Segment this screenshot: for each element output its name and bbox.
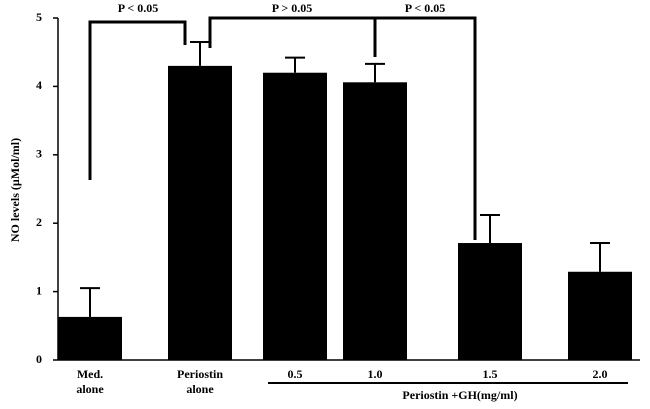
- error-bar: [190, 40, 210, 66]
- bracket: [373, 16, 477, 240]
- annotation: P < 0.05: [405, 1, 446, 15]
- error-bar: [285, 56, 305, 73]
- x-tick-label: 1.0: [368, 367, 383, 381]
- x-tick-line: Med.: [77, 367, 103, 381]
- bar: [458, 243, 522, 360]
- x-tick-label: 0.5: [288, 367, 303, 381]
- error-bar: [480, 213, 500, 244]
- bracket: [88, 20, 187, 180]
- x-tick-label: Periostin alone: [177, 367, 223, 396]
- bracket: [208, 16, 377, 57]
- y-tick-label: 1: [36, 283, 42, 297]
- x-tick-label: Med. alone: [76, 367, 104, 396]
- y-tick-label: 3: [36, 147, 42, 161]
- group-label: Periostin +GH(mg/ml): [402, 388, 517, 402]
- error-bar: [590, 242, 610, 272]
- annotation: P < 0.05: [118, 1, 159, 15]
- y-tick-label: 4: [36, 78, 42, 92]
- x-tick-line: alone: [76, 382, 104, 396]
- y-tick-label: 5: [36, 10, 42, 24]
- bar: [168, 65, 232, 360]
- x-tick-label: 2.0: [593, 367, 608, 381]
- x-tick-line: alone: [186, 382, 214, 396]
- annotation: P > 0.05: [272, 1, 313, 15]
- bar: [568, 271, 632, 360]
- error-bar: [80, 287, 100, 317]
- y-tick-label: 0: [36, 352, 42, 366]
- bar: [263, 72, 327, 360]
- bar: [343, 82, 407, 361]
- bar: [58, 316, 122, 360]
- y-tick-label: 2: [36, 215, 42, 229]
- y-axis-label: NO levels (µMol/ml): [8, 138, 22, 242]
- x-tick-line: Periostin: [177, 367, 223, 381]
- x-tick-label: 1.5: [483, 367, 498, 381]
- error-bar: [365, 62, 385, 83]
